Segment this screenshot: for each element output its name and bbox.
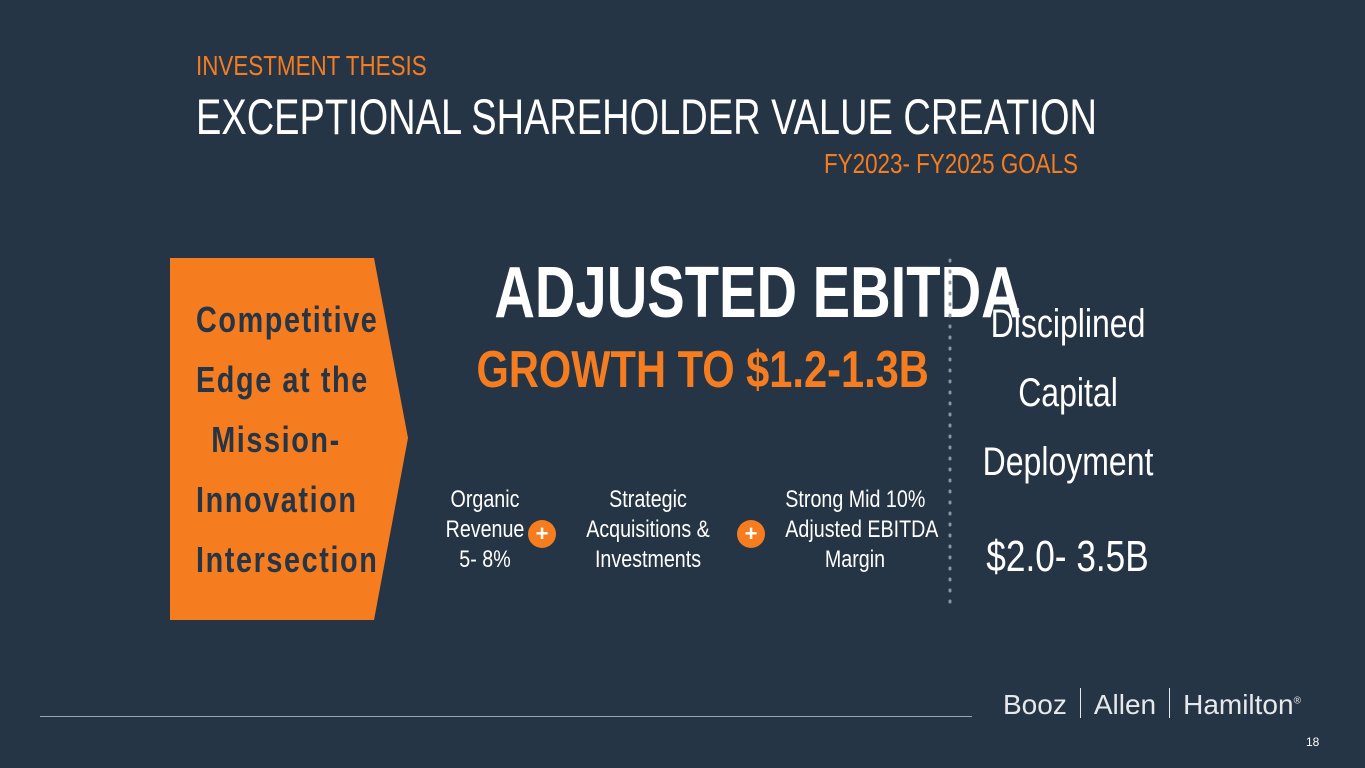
kicker: INVESTMENT THESIS	[196, 50, 427, 81]
page-number: 18	[1306, 735, 1320, 749]
main-subtitle: GROWTH TO $1.2-1.3B	[420, 340, 929, 400]
arrow-line: Intersection	[196, 539, 379, 580]
arrow-line: Edge at the	[196, 359, 369, 400]
subtitle: FY2023- FY2025 GOALS	[824, 148, 1079, 179]
driver-line: Investments	[594, 546, 702, 573]
operator: +	[528, 520, 556, 548]
arrow-line: Competitive	[196, 299, 379, 340]
driver: Organic Revenue 5- 8%	[405, 485, 565, 575]
capital-line: Deployment	[982, 440, 1154, 484]
footer-rule	[40, 716, 972, 717]
operator: +	[737, 520, 765, 548]
driver-line: Strong Mid 10%	[785, 486, 926, 513]
logo-word: Hamilton	[1183, 689, 1294, 720]
capital-line: Capital	[1018, 371, 1118, 415]
arrow-shape	[170, 258, 408, 620]
main-title: ADJUSTED EBITDA	[420, 252, 1021, 334]
driver-line: 5- 8%	[459, 546, 511, 573]
title: EXCEPTIONAL SHAREHOLDER VALUE CREATION	[196, 89, 1097, 145]
driver-line: Adjusted EBITDA	[785, 516, 939, 543]
driver-line: Strategic	[609, 486, 687, 513]
driver-line: Acquisitions &	[586, 516, 710, 543]
logo-word: Allen	[1093, 689, 1157, 720]
capital-amount-text: $2.0- 3.5B	[986, 532, 1150, 581]
logo: Booz Allen Hamilton®	[1003, 688, 1301, 721]
driver-line: Organic	[450, 486, 520, 513]
driver: Strategic Acquisitions & Investments	[568, 485, 728, 575]
capital: Disciplined Capital Deployment	[958, 290, 1178, 497]
arrow-line: Mission-	[211, 419, 341, 460]
arrow-line: Innovation	[196, 479, 358, 520]
driver-line: Margin	[824, 546, 886, 573]
driver: Strong Mid 10% Adjusted EBITDA Margin	[770, 485, 940, 575]
logo-word: Booz	[1003, 689, 1067, 720]
capital-line: Disciplined	[990, 302, 1146, 346]
arrow-text: Competitive Edge at the Mission- Innovation…	[176, 290, 379, 590]
main-title-text: ADJUSTED EBITDA	[494, 253, 1022, 333]
divider	[948, 258, 952, 610]
main-subtitle-text: GROWTH TO $1.2-1.3B	[476, 341, 929, 399]
logo-separator	[1079, 688, 1081, 718]
driver-line: Revenue	[445, 516, 525, 543]
capital-amount: $2.0- 3.5B	[958, 532, 1178, 582]
logo-separator	[1169, 688, 1171, 718]
logo-mark: ®	[1293, 695, 1301, 707]
